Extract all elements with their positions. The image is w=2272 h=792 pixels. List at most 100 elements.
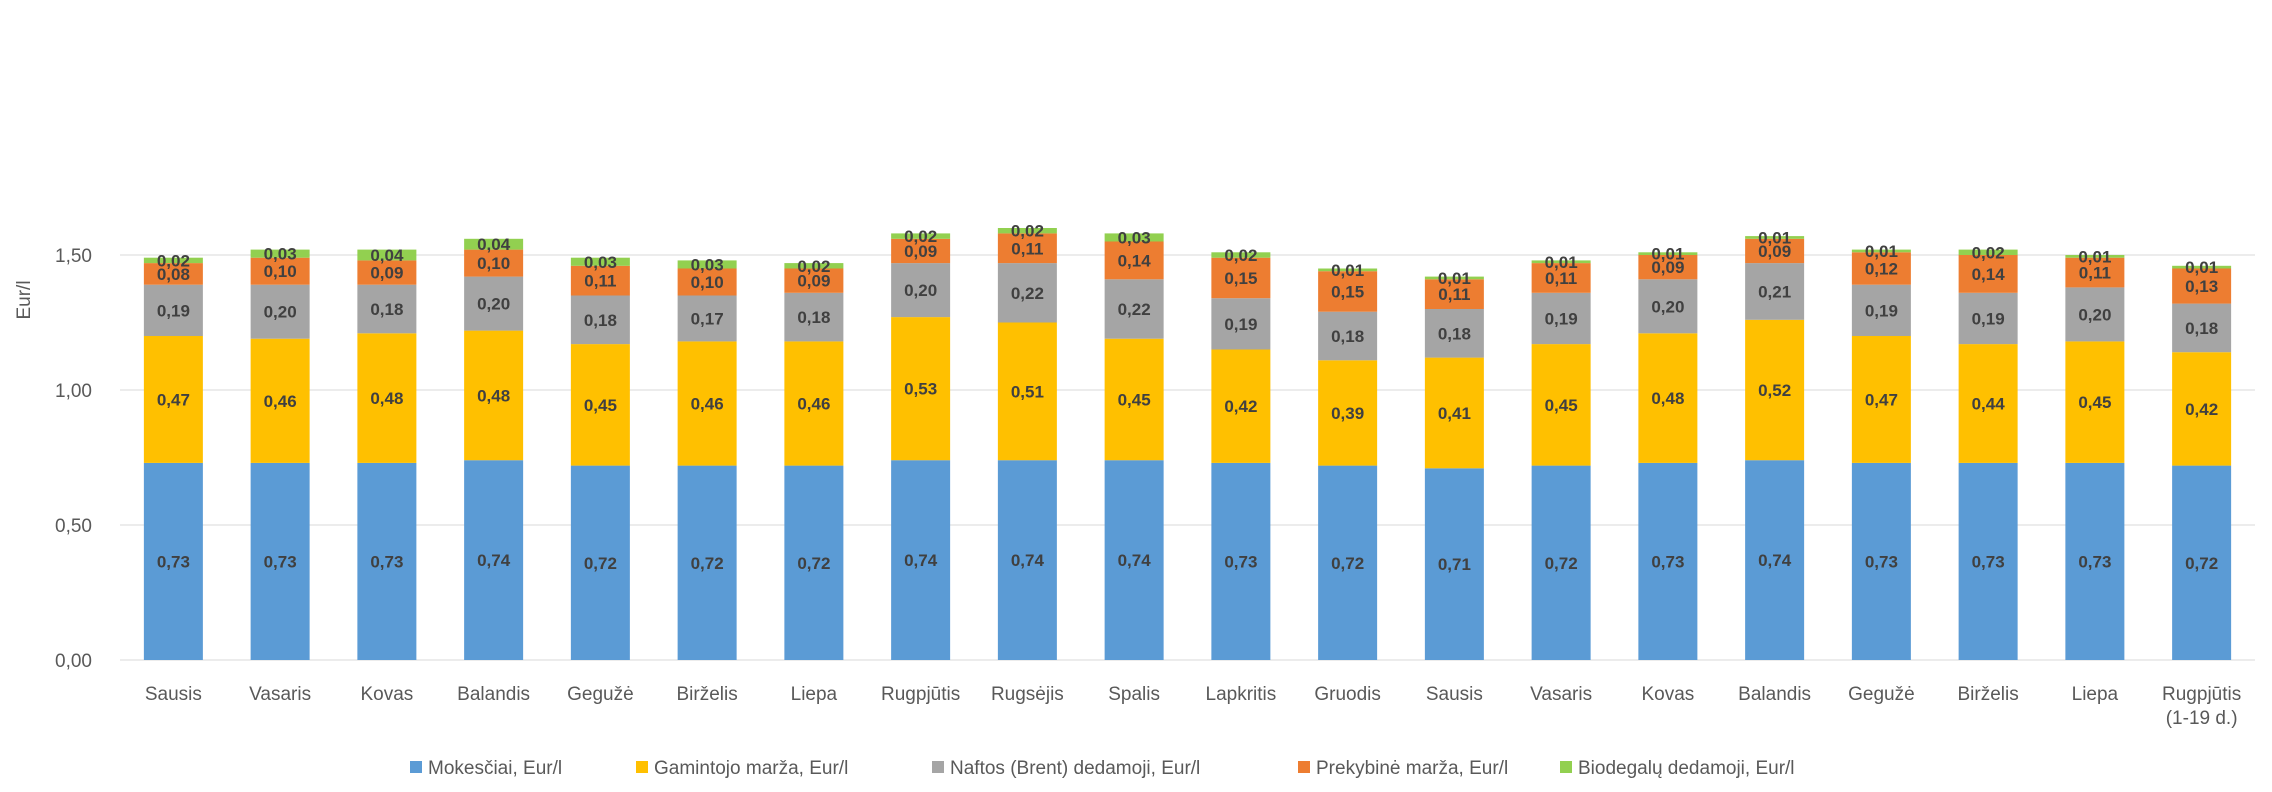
bar-segment: [891, 460, 951, 660]
data-label: 0,39: [1331, 404, 1364, 423]
data-label: 0,10: [691, 273, 724, 292]
bar-segment: [1424, 468, 1484, 660]
x-tick-label: Rugsėjis: [991, 684, 1064, 705]
bar-segment: [1104, 241, 1164, 280]
bar-segment: [1531, 465, 1591, 660]
data-label: 0,22: [1011, 284, 1044, 303]
bar-segment: [1958, 249, 2018, 255]
data-label: 0,44: [1972, 395, 2006, 414]
bar-segment: [250, 462, 310, 660]
data-label: 0,03: [264, 245, 297, 264]
bar-segment: [1318, 268, 1378, 272]
bar-segment: [464, 238, 524, 250]
bar-segment: [997, 460, 1057, 660]
bar-segment: [784, 292, 844, 342]
data-label: 0,08: [157, 265, 190, 284]
data-label: 0,74: [1011, 551, 1045, 570]
data-label: 0,72: [691, 554, 724, 573]
legend-swatch: [410, 761, 422, 773]
bar-segment: [1424, 279, 1484, 309]
bar-segment: [2172, 465, 2232, 660]
x-tick-label: Birželis: [1958, 684, 2019, 705]
bar-segment: [464, 276, 524, 331]
x-tick-label: Sausis: [145, 684, 202, 705]
legend-label: Prekybinė marža, Eur/l: [1316, 758, 1508, 779]
data-label: 0,18: [584, 311, 617, 330]
data-labels: 0,730,470,190,080,020,730,460,200,100,03…: [157, 222, 2218, 574]
data-label: 0,51: [1011, 382, 1044, 401]
bar-segment: [1851, 336, 1911, 463]
bar-segment: [570, 295, 630, 345]
data-label: 0,73: [2078, 552, 2111, 571]
bar-segment: [1638, 279, 1698, 334]
data-label: 0,09: [370, 264, 403, 283]
bar-segment: [570, 265, 630, 296]
data-label: 0,46: [797, 395, 830, 414]
bar-segment: [1638, 462, 1698, 660]
data-label: 0,20: [1651, 297, 1684, 316]
data-label: 0,74: [1118, 551, 1152, 570]
data-label: 0,21: [1758, 282, 1791, 301]
data-label: 0,42: [1224, 397, 1257, 416]
data-label: 0,73: [1972, 552, 2005, 571]
data-label: 0,45: [1118, 390, 1151, 409]
data-label: 0,14: [1972, 265, 2006, 284]
data-label: 0,20: [477, 295, 510, 314]
x-tick-label: Lapkritis: [1206, 684, 1277, 705]
bar-segment: [677, 268, 737, 296]
data-label: 0,19: [1972, 309, 2005, 328]
y-tick-label: 1,50: [55, 246, 92, 267]
bar-segment: [250, 249, 310, 258]
data-label: 0,47: [157, 390, 190, 409]
bar-segment: [2065, 257, 2125, 288]
bar-segment: [1851, 249, 1911, 253]
bar-segment: [997, 233, 1057, 264]
x-tick-label: Spalis: [1108, 684, 1160, 705]
data-label: 0,18: [1438, 324, 1471, 343]
legend: Mokesčiai, Eur/l Gamintojo marža, Eur/l Na…: [410, 758, 1795, 779]
data-label: 0,09: [797, 272, 830, 291]
bar-segment: [1638, 252, 1698, 255]
data-label: 0,01: [2185, 258, 2218, 277]
bar-segment: [1851, 252, 1911, 285]
bar-segment: [1958, 344, 2018, 463]
bar-segment: [677, 260, 737, 269]
data-label: 0,02: [1224, 246, 1257, 265]
x-tick-label: Kovas: [360, 684, 413, 705]
data-label: 0,72: [584, 554, 617, 573]
gridlines: [120, 254, 2255, 661]
data-label: 0,52: [1758, 381, 1791, 400]
bar-segment: [2172, 265, 2232, 269]
x-tick-label: Gruodis: [1314, 684, 1381, 705]
bar-segment: [2172, 352, 2232, 466]
data-label: 0,03: [691, 255, 724, 274]
legend-label: Mokesčiai, Eur/l: [428, 758, 562, 779]
bar-segment: [2065, 287, 2125, 342]
bar-segment: [1638, 255, 1698, 280]
x-tick-label: Vasaris: [249, 684, 311, 705]
data-label: 0,02: [157, 251, 190, 270]
bar-segment: [2172, 303, 2232, 353]
data-label: 0,11: [1545, 269, 1577, 288]
bar-segment: [997, 228, 1057, 234]
bar-segment: [1531, 344, 1591, 466]
bar-segment: [570, 344, 630, 466]
bar-segment: [357, 333, 417, 463]
x-tick-label: Gegužė: [567, 684, 634, 705]
bar-segment: [677, 465, 737, 660]
bar-segment: [464, 330, 524, 461]
data-label: 0,01: [1545, 253, 1578, 272]
bar-segment: [357, 284, 417, 334]
data-label: 0,74: [477, 551, 511, 570]
bar-segment: [784, 263, 844, 269]
bar-segment: [1424, 357, 1484, 469]
y-tick-label: 1,00: [55, 381, 92, 402]
bar-segment: [1318, 271, 1378, 312]
y-axis-label: Eur/l: [14, 280, 35, 319]
data-label: 0,53: [904, 380, 937, 399]
data-label: 0,73: [264, 552, 297, 571]
x-tick-label: Liepa: [2072, 684, 2119, 705]
bars: [143, 228, 2232, 660]
data-label: 0,10: [264, 262, 297, 281]
